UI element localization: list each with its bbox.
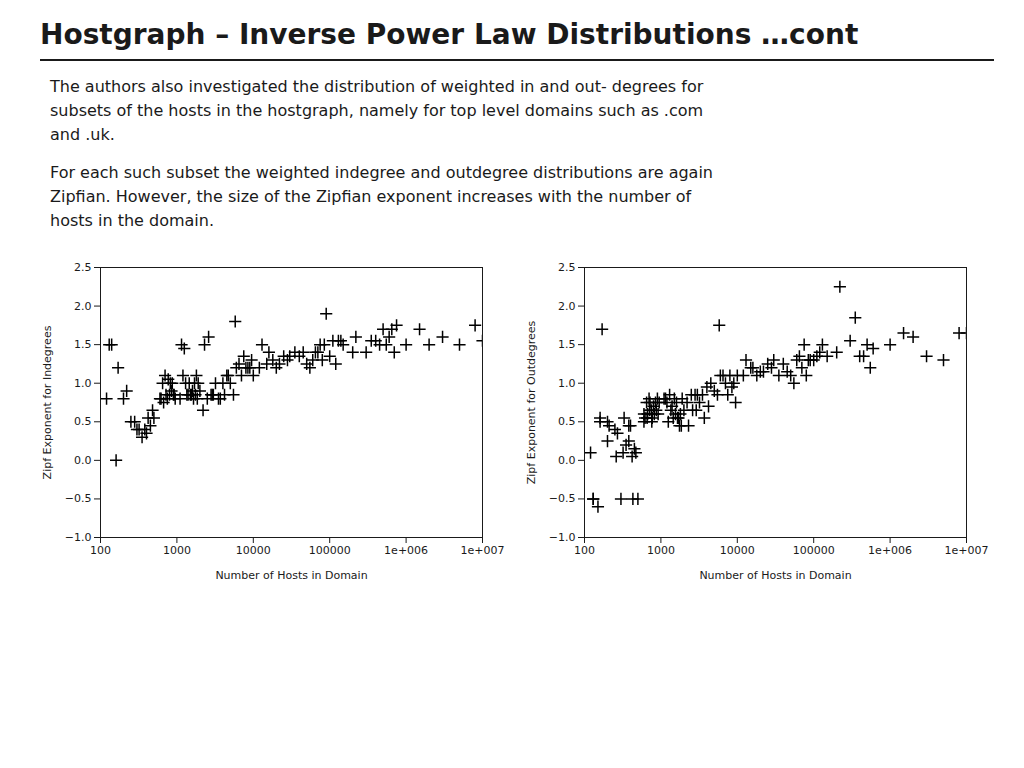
svg-text:0.5: 0.5 — [74, 415, 92, 428]
svg-text:−0.5: −0.5 — [549, 492, 576, 505]
svg-text:Zipf Exponent for Outdegrees: Zipf Exponent for Outdegrees — [525, 320, 538, 484]
svg-text:−0.5: −0.5 — [65, 492, 92, 505]
svg-text:1.0: 1.0 — [74, 377, 92, 390]
svg-text:Zipf Exponent for Indegrees: Zipf Exponent for Indegrees — [41, 325, 54, 479]
svg-text:Number of Hosts in Domain: Number of Hosts in Domain — [215, 569, 367, 582]
svg-text:−1.0: −1.0 — [65, 531, 92, 544]
svg-text:2.5: 2.5 — [558, 261, 576, 274]
svg-text:−1.0: −1.0 — [549, 531, 576, 544]
svg-text:1.5: 1.5 — [558, 338, 576, 351]
html-text:For each such subset the weigh: For each such subset the weighted indegr… — [50, 163, 713, 230]
html-text:The authors also investigated: The authors also investigated the distri… — [50, 77, 704, 144]
svg-text:10000: 10000 — [236, 544, 271, 557]
svg-text:0.0: 0.0 — [74, 454, 92, 467]
svg-text:100: 100 — [90, 544, 111, 557]
svg-text:100000: 100000 — [793, 544, 835, 557]
svg-text:1.5: 1.5 — [74, 338, 92, 351]
svg-text:1e+006: 1e+006 — [868, 544, 912, 557]
svg-text:1.0: 1.0 — [558, 377, 576, 390]
svg-text:1000: 1000 — [163, 544, 191, 557]
svg-text:0.0: 0.0 — [558, 454, 576, 467]
svg-text:1e+006: 1e+006 — [384, 544, 428, 557]
svg-text:1000: 1000 — [647, 544, 675, 557]
svg-text:2.0: 2.0 — [558, 300, 576, 313]
svg-text:2.0: 2.0 — [74, 300, 92, 313]
svg-text:1e+007: 1e+007 — [461, 544, 505, 557]
svg-text:10000: 10000 — [720, 544, 755, 557]
svg-text:1e+007: 1e+007 — [945, 544, 989, 557]
svg-text:Number of Hosts in Domain: Number of Hosts in Domain — [699, 569, 851, 582]
svg-text:0.5: 0.5 — [558, 415, 576, 428]
svg-text:100000: 100000 — [309, 544, 351, 557]
svg-text:100: 100 — [574, 544, 595, 557]
html-text:Hostgraph – Inverse Power Law: Hostgraph – Inverse Power Law Distributi… — [40, 18, 859, 51]
svg-text:2.5: 2.5 — [74, 261, 92, 274]
